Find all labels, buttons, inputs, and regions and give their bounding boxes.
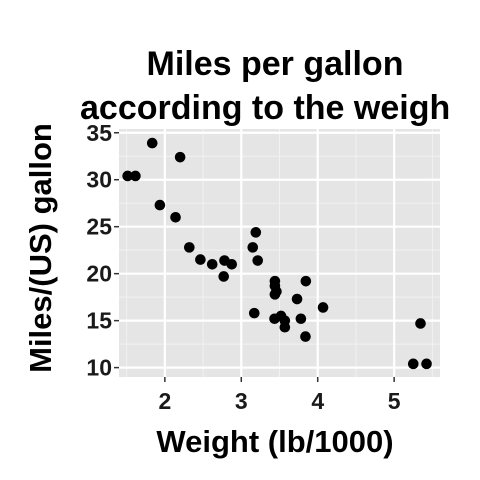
data-point — [317, 302, 329, 313]
data-point — [300, 331, 311, 342]
data-point — [170, 212, 181, 223]
data-point — [407, 358, 419, 370]
y-tick-label: 20 — [86, 261, 112, 287]
y-tick-label: 30 — [86, 167, 112, 193]
data-point — [248, 307, 260, 319]
y-axis-title: Miles/(US) gallon — [23, 123, 58, 373]
data-point — [154, 199, 166, 211]
data-point — [174, 151, 186, 163]
data-point — [122, 170, 133, 182]
data-point — [184, 242, 195, 253]
data-point — [218, 271, 230, 282]
data-point — [130, 170, 141, 182]
chart-title-line-1: Miles per gallon — [147, 45, 404, 83]
data-point — [271, 286, 282, 297]
data-point — [269, 275, 281, 287]
x-tick-label: 3 — [235, 388, 248, 414]
x-axis-title: Weight (lb/1000) — [156, 424, 393, 459]
data-points — [122, 137, 432, 370]
x-tick-label: 5 — [388, 388, 401, 414]
data-point — [415, 318, 426, 329]
data-point — [279, 321, 291, 333]
y-tick-label: 10 — [86, 355, 112, 381]
data-point — [291, 293, 303, 305]
data-point — [146, 137, 158, 149]
x-axis-ticks: 2 3 4 5 — [158, 377, 401, 414]
x-tick-label: 4 — [311, 388, 324, 414]
data-point — [295, 313, 307, 325]
data-point — [300, 275, 312, 287]
data-point — [247, 242, 259, 253]
x-tick-label: 2 — [158, 388, 171, 414]
grid-lines — [119, 129, 440, 377]
data-point — [226, 258, 238, 270]
y-tick-label: 35 — [86, 120, 112, 146]
y-tick-label: 25 — [86, 214, 112, 240]
data-point — [250, 227, 262, 238]
y-axis-ticks: 10 15 20 25 30 35 — [86, 120, 119, 381]
data-point — [421, 358, 432, 370]
data-point — [252, 255, 264, 266]
data-point — [206, 258, 218, 270]
y-tick-label: 15 — [86, 308, 112, 334]
data-point — [195, 254, 206, 265]
chart-title-line-2: according to the weigh — [80, 89, 450, 127]
